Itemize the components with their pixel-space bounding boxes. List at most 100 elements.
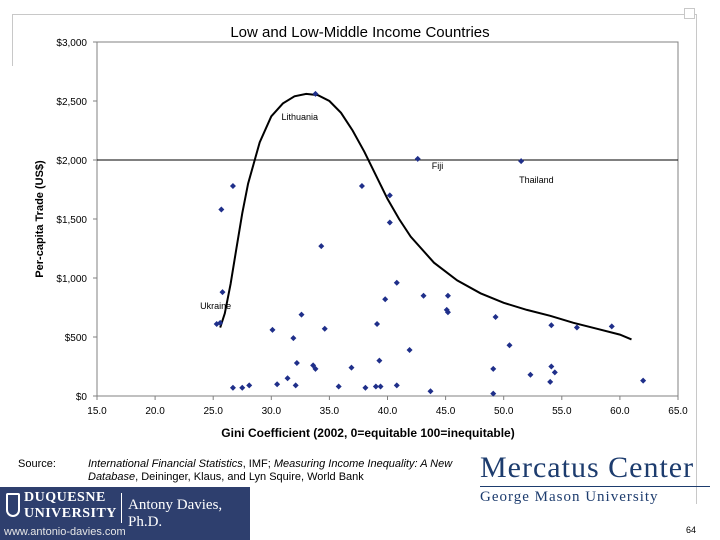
- data-point: [548, 322, 555, 329]
- x-tick-label: 25.0: [203, 406, 223, 417]
- point-label: Fiji: [432, 161, 444, 171]
- footer-banner: DUQUESNE UNIVERSITY Antony Davies, Ph.D.…: [0, 487, 250, 540]
- x-axis-ticks: 15.0 20.0 25.0 30.0 35.0 40.0 45.0 50.0 55.0 60.0…: [87, 396, 688, 417]
- data-point: [290, 335, 297, 342]
- duquesne-name-line1: DUQUESNE: [24, 490, 106, 505]
- y-tick-label: $500: [65, 333, 88, 344]
- y-tick-label: $2,000: [56, 156, 87, 167]
- duquesne-shield-icon: [6, 493, 20, 517]
- x-tick-label: 55.0: [552, 406, 572, 417]
- data-point: [551, 369, 558, 376]
- source-publication-2: Measuring Income Inequality: A New Datab…: [88, 458, 453, 483]
- mercatus-divider: [480, 486, 710, 487]
- mercatus-name: Mercatus Center: [480, 451, 695, 484]
- mercatus-logo: Mercatus Center George Mason University: [480, 452, 710, 506]
- data-point: [376, 357, 383, 364]
- data-point: [444, 309, 451, 316]
- data-point: [640, 377, 647, 384]
- data-point: [312, 365, 319, 372]
- data-point: [444, 292, 451, 299]
- author-name: Antony Davies, Ph.D.: [128, 497, 223, 530]
- data-point: [298, 311, 305, 318]
- data-point: [292, 382, 299, 389]
- y-tick-label: $2,500: [56, 97, 87, 108]
- x-tick-label: 60.0: [610, 406, 630, 417]
- data-point: [420, 292, 427, 299]
- data-point: [393, 279, 400, 286]
- data-point: [547, 378, 554, 385]
- source-text: International Financial Statistics, IMF;…: [88, 458, 468, 484]
- source-publisher-1: , IMF;: [242, 458, 274, 470]
- data-point: [393, 382, 400, 389]
- data-point: [358, 182, 365, 189]
- y-axis-title: Per-capita Trade (US$): [34, 160, 46, 278]
- data-point: [406, 346, 413, 353]
- data-point: [335, 383, 342, 390]
- data-point: [362, 384, 369, 391]
- data-points: [213, 90, 647, 397]
- slide-title: Low and Low-Middle Income Countries: [230, 24, 490, 41]
- data-point: [377, 383, 384, 390]
- x-tick-label: 15.0: [87, 406, 107, 417]
- gmu-name: George Mason University: [480, 489, 659, 505]
- scatter-chart: $0 $500 $1,000 $1,500 $2,000 $2,500 $3,000 15.…: [34, 38, 688, 440]
- data-point: [386, 219, 393, 226]
- data-point: [239, 384, 246, 391]
- duquesne-name-line2: UNIVERSITY: [24, 506, 117, 521]
- x-tick-label: 50.0: [494, 406, 514, 417]
- data-point: [492, 313, 499, 320]
- data-point: [293, 359, 300, 366]
- data-point: [506, 342, 513, 349]
- x-tick-label: 35.0: [320, 406, 340, 417]
- y-axis-ticks: $0 $500 $1,000 $1,500 $2,000 $2,500 $3,000: [56, 38, 97, 403]
- point-label: Lithuania: [281, 112, 318, 122]
- footer-divider: [121, 493, 122, 523]
- source-publication-1: International Financial Statistics: [88, 458, 243, 470]
- slide-frame-left: [12, 14, 13, 66]
- data-point: [527, 371, 534, 378]
- data-point: [548, 363, 555, 370]
- x-tick-label: 65.0: [668, 406, 688, 417]
- data-point: [246, 382, 253, 389]
- data-point: [229, 384, 236, 391]
- x-axis-title: Gini Coefficient (2002, 0=equitable 100=…: [221, 426, 514, 440]
- data-point: [213, 321, 220, 328]
- author-url[interactable]: www.antonio-davies.com: [4, 526, 126, 538]
- data-point: [318, 243, 325, 250]
- data-point: [374, 321, 381, 328]
- data-point: [372, 383, 379, 390]
- point-annotations: Lithuania Fiji Thailand Ukraine: [200, 112, 553, 311]
- data-point: [348, 364, 355, 371]
- y-tick-label: $1,000: [56, 274, 87, 285]
- data-point: [269, 326, 276, 333]
- data-point: [490, 365, 497, 372]
- data-point: [284, 375, 291, 382]
- data-point: [219, 289, 226, 296]
- data-point: [608, 323, 615, 330]
- y-tick-label: $1,500: [56, 215, 87, 226]
- x-tick-label: 20.0: [145, 406, 165, 417]
- data-point: [312, 90, 319, 97]
- x-tick-label: 45.0: [436, 406, 456, 417]
- page-number: 64: [686, 525, 697, 535]
- point-label: Thailand: [519, 175, 554, 185]
- y-tick-label: $3,000: [56, 38, 87, 49]
- data-point: [490, 390, 497, 397]
- trend-curve: [219, 92, 632, 341]
- data-point: [414, 155, 421, 162]
- slide-frame-top: [12, 14, 696, 15]
- data-point: [427, 388, 434, 395]
- slide-frame-right: [696, 14, 697, 504]
- data-point: [218, 206, 225, 213]
- plot-area: [96, 41, 679, 397]
- data-point: [518, 158, 525, 165]
- data-point: [321, 325, 328, 332]
- y-tick-label: $0: [76, 392, 88, 403]
- data-point: [229, 182, 236, 189]
- point-label: Ukraine: [200, 301, 231, 311]
- data-point: [573, 324, 580, 331]
- source-label: Source:: [18, 458, 56, 470]
- slide-corner-square: [684, 8, 695, 19]
- source-authors: , Deininger, Klaus, and Lyn Squire, Worl…: [135, 471, 364, 483]
- x-tick-label: 30.0: [262, 406, 282, 417]
